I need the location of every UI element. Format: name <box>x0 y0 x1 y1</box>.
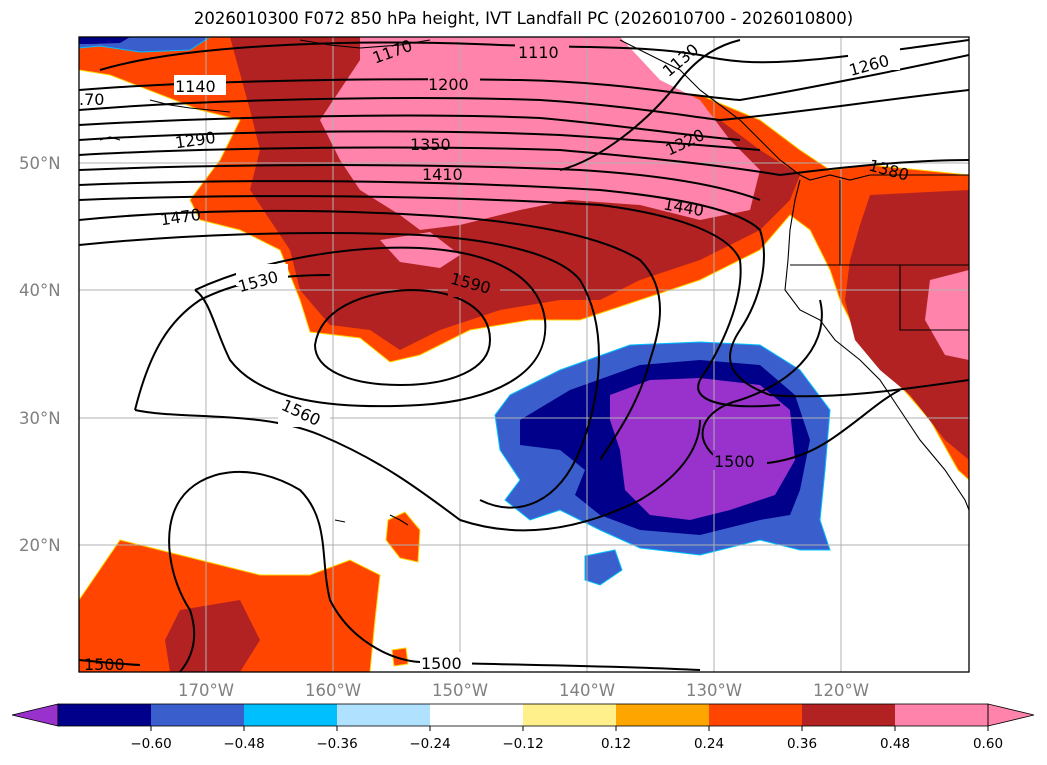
lon-label: 160°W <box>305 681 361 700</box>
colorbar-segment <box>523 704 617 726</box>
colorbar-segment <box>616 704 710 726</box>
colorbar-tick-label: 0.24 <box>694 736 724 752</box>
height-contours <box>79 39 969 672</box>
lon-label: 170°W <box>178 681 234 700</box>
colorbar-segment <box>709 704 803 726</box>
colorbar-segment <box>430 704 524 726</box>
lon-label: 140°W <box>559 681 615 700</box>
contour-label: 1110 <box>518 43 559 62</box>
lat-label: 20°N <box>19 536 61 555</box>
colorbar-tick-label: −0.36 <box>316 736 357 752</box>
ivt-darkred-patch-south <box>165 600 260 672</box>
colorbar-tick-label: −0.24 <box>409 736 450 752</box>
contour-label: 1410 <box>422 165 463 184</box>
colorbar-segment <box>337 704 431 726</box>
ivt-negative-island <box>584 549 623 586</box>
colorbar-extend-max <box>987 703 1035 727</box>
colorbar-tick-label: 0.36 <box>787 736 817 752</box>
lon-label: 150°W <box>432 681 488 700</box>
lat-label: 30°N <box>19 409 61 428</box>
contour-label: 1500 <box>421 654 462 673</box>
contour-label: 1200 <box>428 75 469 94</box>
colorbar-segment <box>802 704 896 726</box>
contour-label: 1140 <box>175 77 216 96</box>
ivt-positive-island-1 <box>385 511 421 563</box>
contour-label: 1500 <box>84 655 125 674</box>
colorbar-segment <box>151 704 245 726</box>
colorbar-segment <box>244 704 338 726</box>
contour-labels: 1110 1130 1140 1170 1200 1260 1290 1320 … <box>79 37 911 674</box>
map-frame <box>78 36 970 673</box>
ivt-pink-region-coast <box>925 270 969 360</box>
colorbar-tick-label: −0.60 <box>130 736 171 752</box>
ivt-negative-region-north-core <box>79 37 130 44</box>
colorbar-segment <box>895 704 989 726</box>
ivt-positive-island-2 <box>391 647 409 667</box>
coastlines <box>99 39 969 526</box>
lon-label: 120°W <box>813 681 869 700</box>
figure-title: 2026010300 F072 850 hPa height, IVT Land… <box>193 9 854 28</box>
map-panel: 1110 1130 1140 1170 1200 1260 1290 1320 … <box>79 37 969 674</box>
colorbar-tick-label: −0.12 <box>502 736 543 752</box>
colorbar: −0.60 −0.48 −0.36 −0.24 −0.12 0.12 0.24 0.36 0.4… <box>11 703 1035 752</box>
lat-label: 40°N <box>19 281 61 300</box>
ivt-darkred-region-coast <box>845 190 969 460</box>
contour-label: 1500 <box>714 452 755 471</box>
lat-label: 50°N <box>19 154 61 173</box>
ivt-negative-region-minimum <box>610 378 795 520</box>
latitude-labels: 50°N 40°N 30°N 20°N <box>19 154 61 555</box>
longitude-labels: 170°W 160°W 150°W 140°W 130°W 120°W <box>178 681 869 700</box>
colorbar-tick-label: 0.48 <box>880 736 910 752</box>
colorbar-tick-label: 0.60 <box>973 736 1003 752</box>
graticule <box>79 37 969 672</box>
colorbar-extend-min <box>11 703 59 727</box>
colorbar-segment <box>58 704 152 726</box>
contour-label-truncated: .70 <box>79 90 104 109</box>
lon-label: 130°W <box>686 681 742 700</box>
colorbar-tick-label: 0.12 <box>601 736 631 752</box>
contour-label: 1350 <box>410 135 451 154</box>
colorbar-tick-label: −0.48 <box>223 736 264 752</box>
ivt-pink-region-south <box>380 232 460 268</box>
